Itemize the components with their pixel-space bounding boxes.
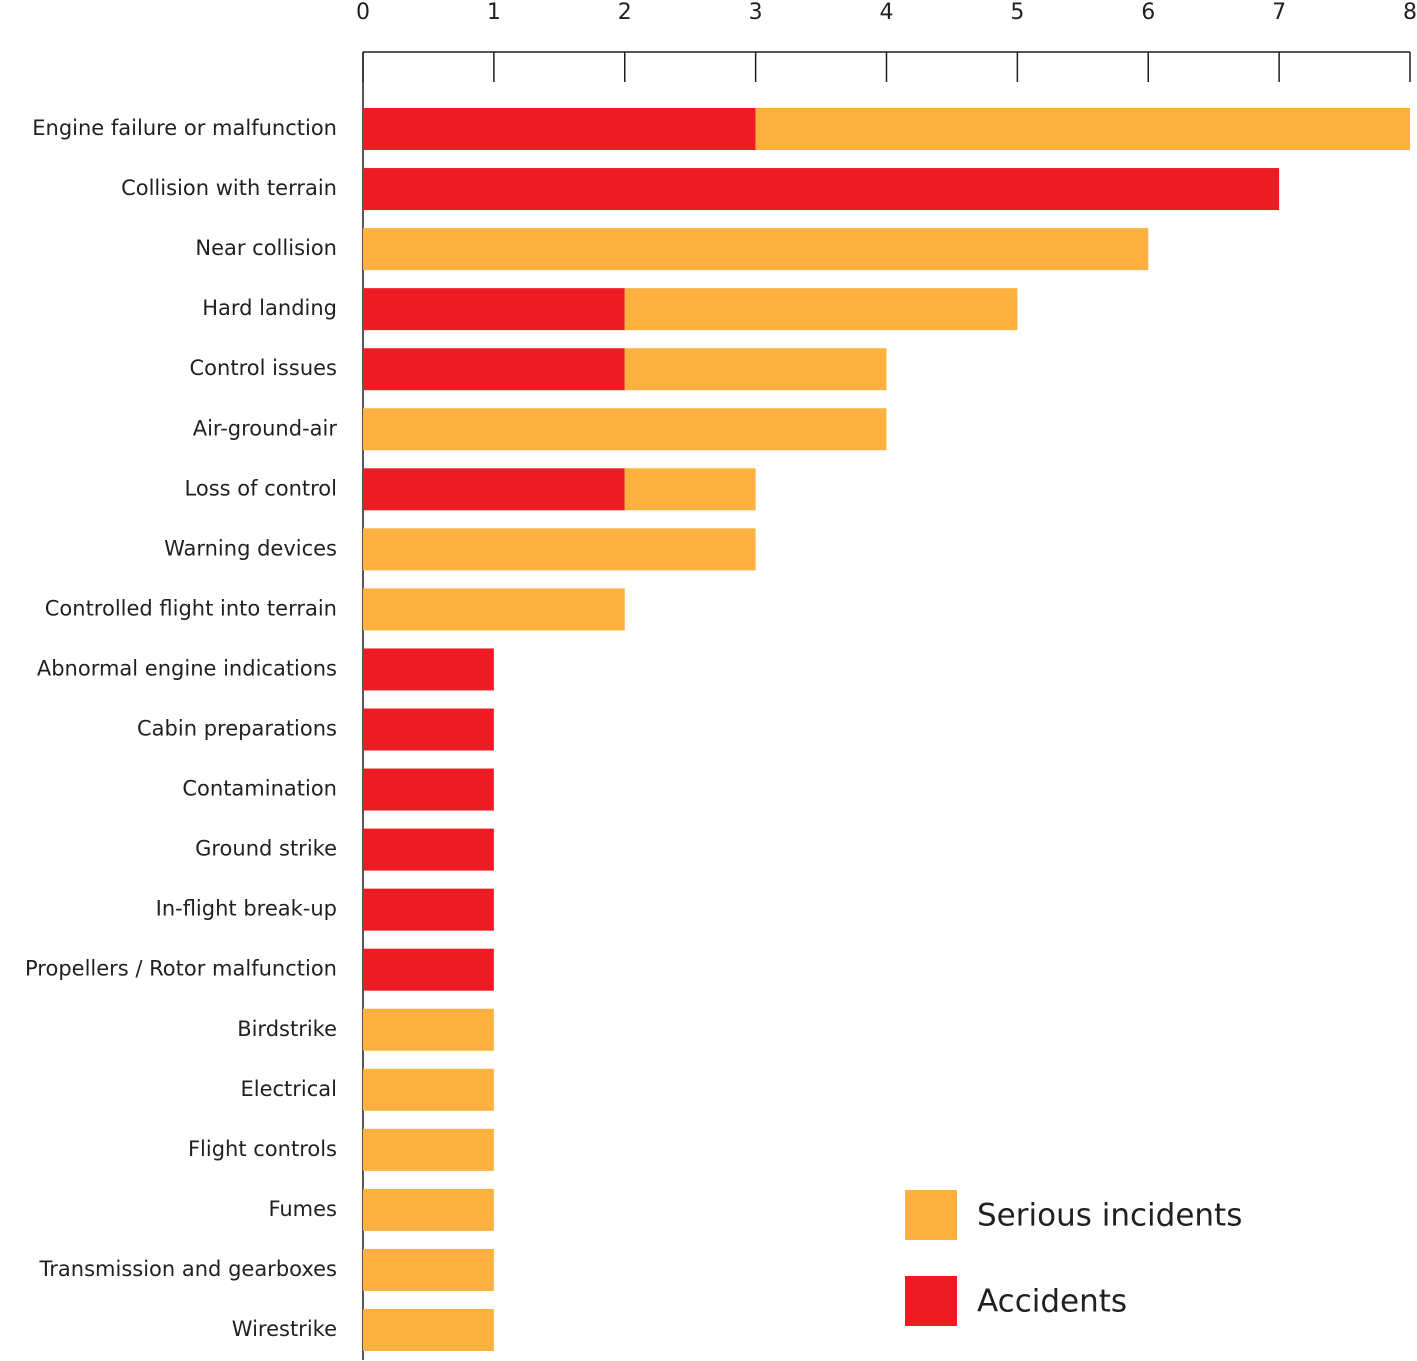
x-tick-label: 4 xyxy=(880,0,894,25)
bar-segment-serious-incidents xyxy=(755,108,1410,150)
legend-label: Accidents xyxy=(977,1284,1127,1320)
bar-segment-serious-incidents xyxy=(363,228,1149,271)
category-labels: Engine failure or malfunction Collision w… xyxy=(25,116,337,1341)
category-label: Ground strike xyxy=(195,837,337,861)
category-label: Flight controls xyxy=(188,1137,337,1161)
category-label: Wirestrike xyxy=(232,1317,337,1341)
category-label: Control issues xyxy=(190,356,337,380)
category-label: Electrical xyxy=(240,1077,337,1101)
bar-segment-accidents xyxy=(363,108,756,150)
category-label: In-flight break-up xyxy=(156,897,337,921)
x-tick-label: 7 xyxy=(1272,0,1286,25)
bar-segment-accidents xyxy=(363,288,625,331)
category-label: Air-ground-air xyxy=(193,416,338,440)
category-label: Warning devices xyxy=(164,536,337,560)
category-label: Transmission and gearboxes xyxy=(39,1257,337,1281)
bar-segment-accidents xyxy=(363,888,494,931)
category-label: Hard landing xyxy=(202,296,337,320)
bar-segment-serious-incidents xyxy=(363,1008,494,1051)
bar-segment-serious-incidents xyxy=(363,1068,494,1111)
bar-segment-serious-incidents xyxy=(363,1188,494,1231)
bar-segment-accidents xyxy=(363,468,625,511)
legend: Serious incidents Accidents xyxy=(905,1190,1242,1326)
x-tick-label: 6 xyxy=(1141,0,1155,25)
legend-swatch xyxy=(905,1276,957,1326)
x-tick-label: 3 xyxy=(749,0,763,25)
bar-segment-accidents xyxy=(363,948,494,991)
category-label: Fumes xyxy=(268,1197,337,1221)
bar-segment-serious-incidents xyxy=(363,1309,494,1351)
category-label: Engine failure or malfunction xyxy=(32,116,337,140)
bar-segment-accidents xyxy=(363,348,625,391)
bar-segment-accidents xyxy=(363,828,494,871)
x-tick-label: 5 xyxy=(1010,0,1024,25)
bar-segment-accidents xyxy=(363,708,494,751)
category-label: Collision with terrain xyxy=(121,176,337,200)
bar-segment-serious-incidents xyxy=(363,528,756,571)
category-label: Birdstrike xyxy=(237,1017,337,1041)
bar-segment-serious-incidents xyxy=(363,408,887,451)
legend-swatch xyxy=(905,1190,957,1240)
x-tick-label: 0 xyxy=(356,0,370,25)
bar-segment-accidents xyxy=(363,768,494,811)
bar-segment-serious-incidents xyxy=(624,348,887,391)
bar-segment-serious-incidents xyxy=(363,1248,494,1291)
category-label: Abnormal engine indications xyxy=(37,656,337,680)
bar-segment-accidents xyxy=(363,168,1280,211)
bar-segment-serious-incidents xyxy=(363,588,625,631)
bar-segment-accidents xyxy=(363,648,494,691)
x-tick-label: 8 xyxy=(1403,0,1417,25)
bar-segment-serious-incidents xyxy=(624,468,756,511)
category-label: Controlled flight into terrain xyxy=(45,596,337,620)
category-label: Cabin preparations xyxy=(137,717,337,741)
legend-label: Serious incidents xyxy=(977,1198,1242,1234)
x-tick-label: 2 xyxy=(618,0,632,25)
category-label: Near collision xyxy=(195,236,337,260)
category-label: Loss of control xyxy=(185,476,337,500)
bar-segment-serious-incidents xyxy=(363,1128,494,1171)
category-label: Propellers / Rotor malfunction xyxy=(25,957,337,981)
x-axis: 0 1 2 3 4 5 6 7 8 xyxy=(356,0,1417,82)
category-label: Contamination xyxy=(182,777,337,801)
bars xyxy=(363,108,1410,1351)
x-tick-label: 1 xyxy=(487,0,501,25)
bar-segment-serious-incidents xyxy=(624,288,1018,331)
